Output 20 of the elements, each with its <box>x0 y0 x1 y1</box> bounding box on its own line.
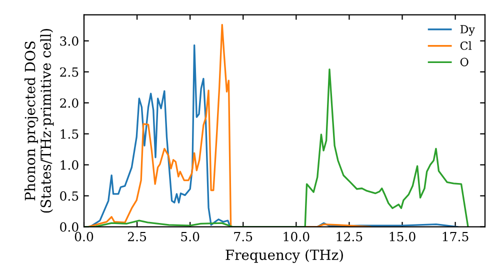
y-tick-label: 0.0 <box>60 222 78 232</box>
y-tick-label: 0.5 <box>60 191 78 201</box>
legend-label: Cl <box>460 41 472 50</box>
y-tick-label: 1.5 <box>60 129 78 139</box>
x-tick-label: 0.0 <box>74 232 94 242</box>
y-axis-title: Phonon projected DOS (States/THz·primitive cell) <box>24 28 54 213</box>
x-tick-label: 2.5 <box>128 232 146 242</box>
x-tick-label: 15.0 <box>390 232 416 242</box>
y-tick-label: 3.0 <box>60 36 78 46</box>
y-tick-label: 1.0 <box>60 160 78 170</box>
legend-label: Dy <box>460 25 475 36</box>
x-tick-label: 17.5 <box>442 232 468 242</box>
x-tick-label: 10.0 <box>284 232 310 242</box>
legend-label: O <box>460 58 468 66</box>
x-tick-label: 12.5 <box>336 232 362 242</box>
y-tick-label: 2.0 <box>60 98 78 108</box>
x-tick-label: 5.0 <box>181 232 200 242</box>
x-tick-label: 7.5 <box>234 232 252 242</box>
y-tick-label: 2.5 <box>60 67 78 77</box>
x-axis-title: Frequency (THz) <box>226 249 343 263</box>
